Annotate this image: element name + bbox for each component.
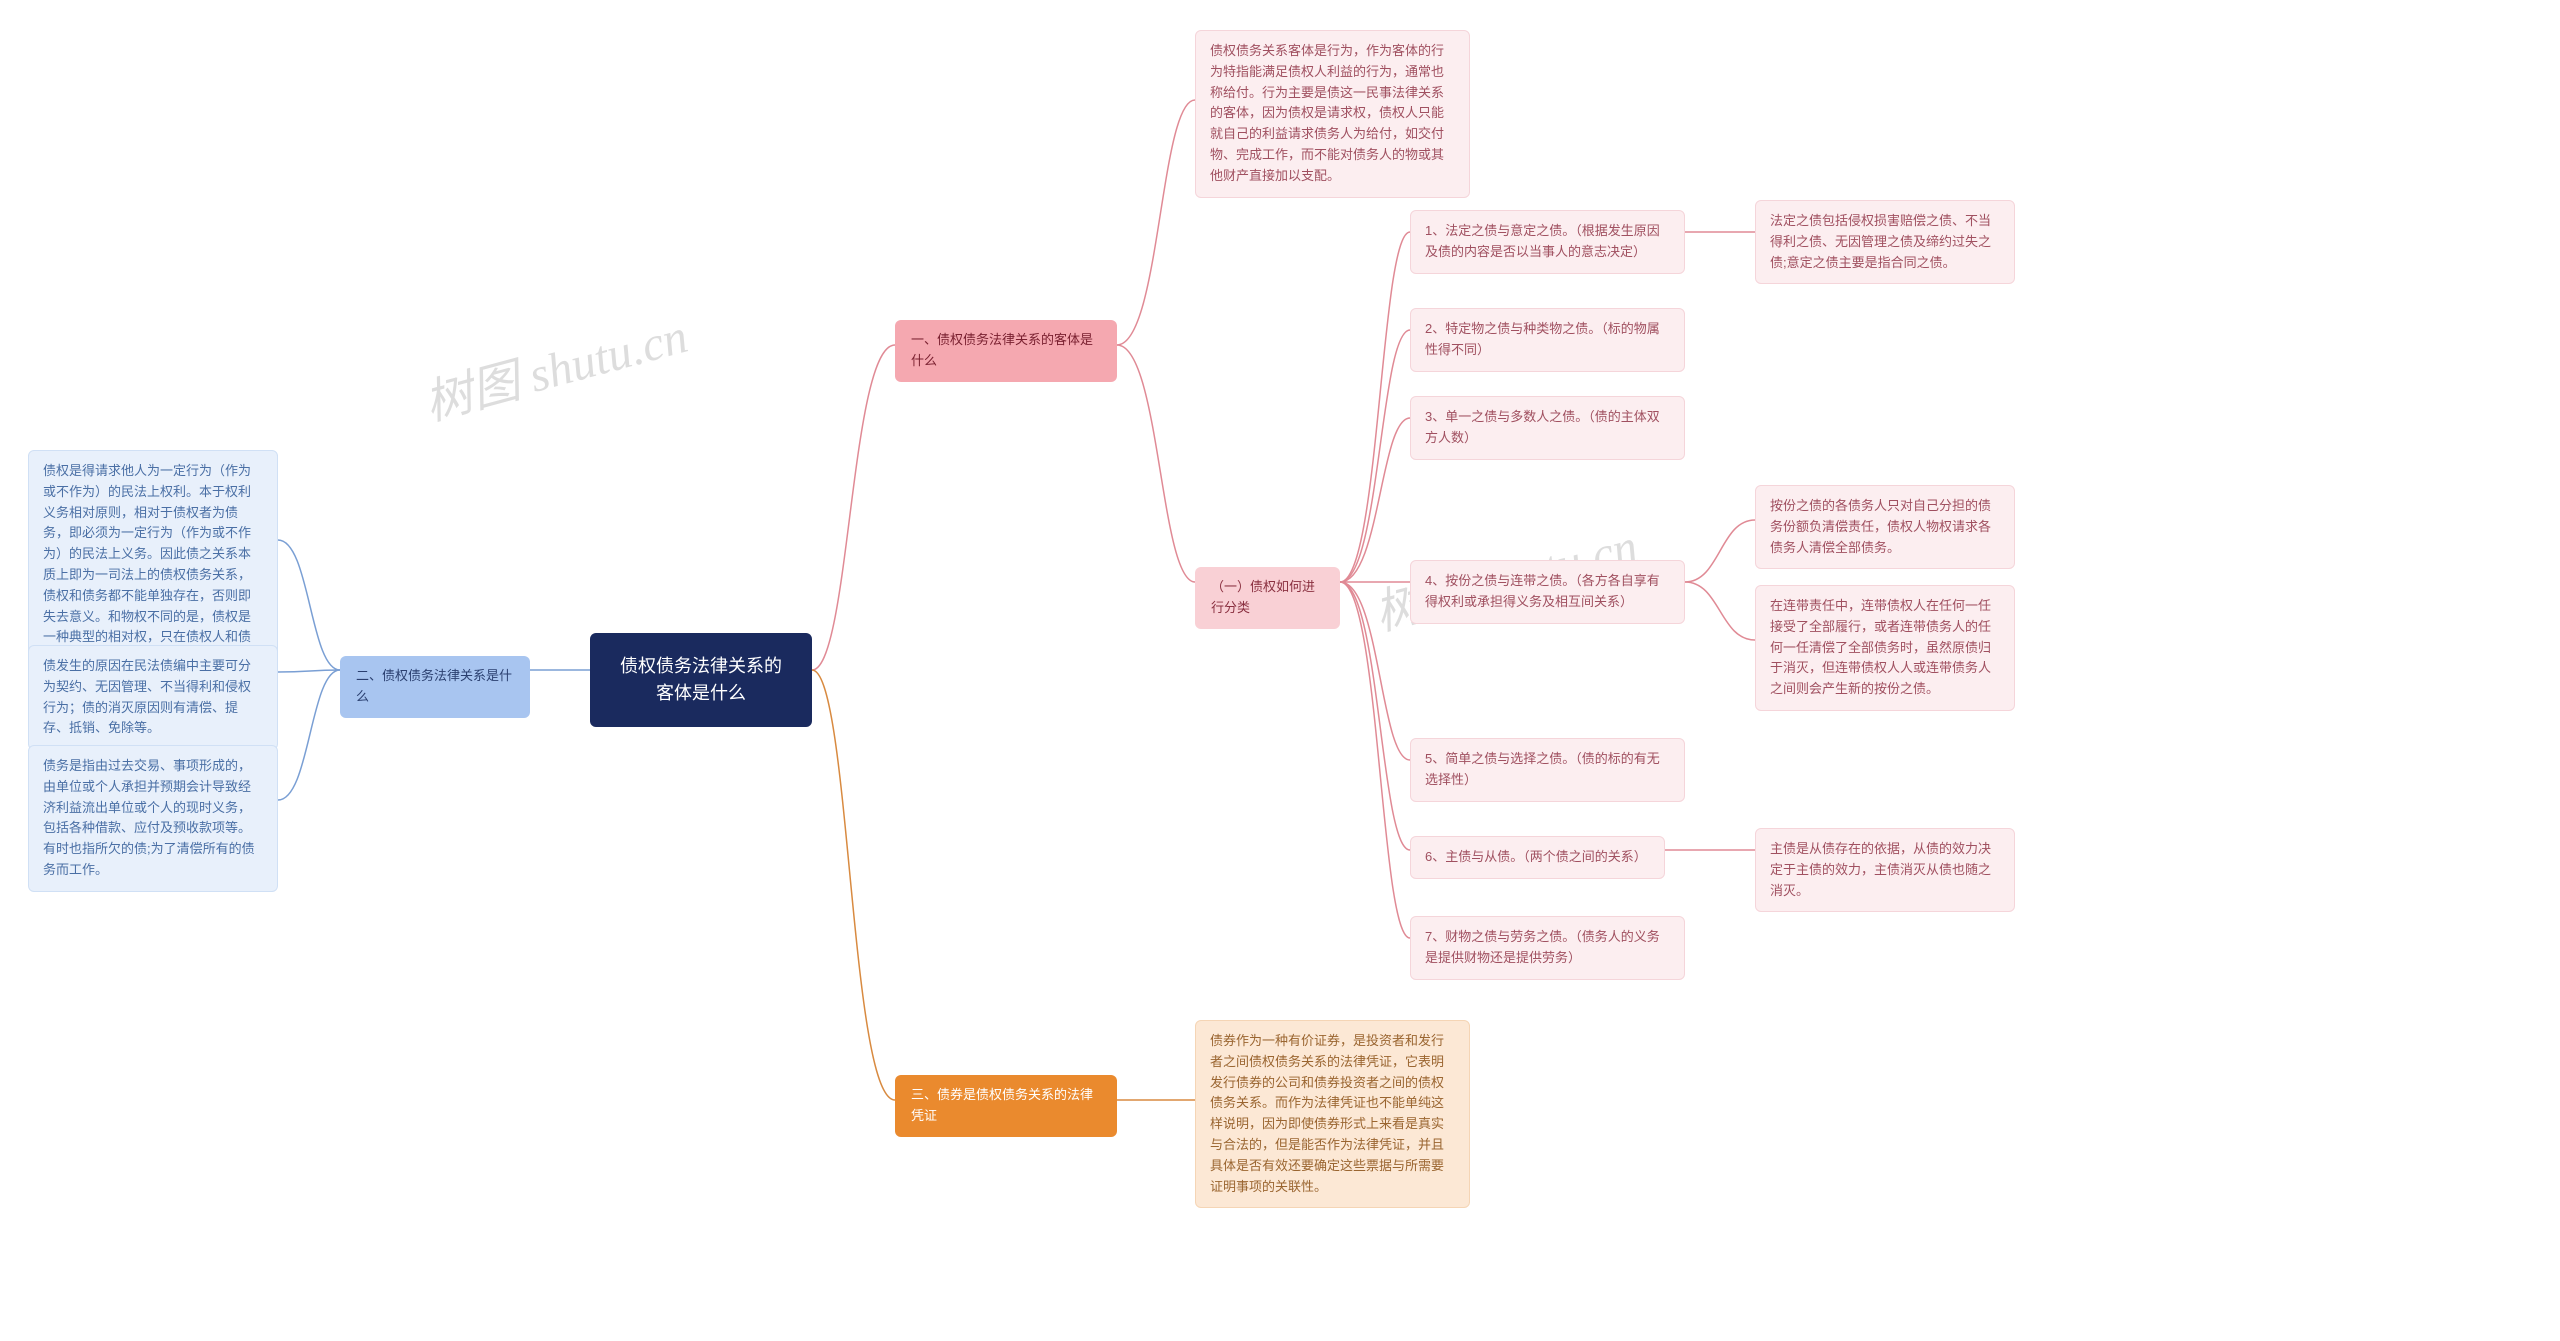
branch2-node: 二、债权债务法律关系是什么	[340, 656, 530, 718]
sub-item-1: 1、法定之债与意定之债。（根据发生原因及债的内容是否以当事人的意志决定）	[1410, 210, 1685, 274]
sub-item-5-text: 5、简单之债与选择之债。（债的标的有无选择性）	[1425, 751, 1660, 787]
sub-item-4-detail-b: 在连带责任中，连带债权人在任何一任接受了全部履行，或者连带债务人的任何一任清偿了…	[1755, 585, 2015, 711]
branch1-leaf-top-text: 债权债务关系客体是行为，作为客体的行为特指能满足债权人利益的行为，通常也称给付。…	[1210, 43, 1444, 183]
branch1-node: 一、债权债务法律关系的客体是什么	[895, 320, 1117, 382]
sub-item-1-detail-text: 法定之债包括侵权损害赔偿之债、不当得利之债、无因管理之债及缔约过失之债;意定之债…	[1770, 213, 1991, 270]
branch2-leaf3-text: 债务是指由过去交易、事项形成的，由单位或个人承担并预期会计导致经济利益流出单位或…	[43, 758, 255, 877]
watermark: 树图 shutu.cn	[416, 296, 694, 433]
sub-item-4-detail-a-text: 按份之债的各债务人只对自己分担的债务份额负清偿责任，债权人物权请求各债务人清偿全…	[1770, 498, 1991, 555]
sub-item-7: 7、财物之债与劳务之债。（债务人的义务是提供财物还是提供劳务）	[1410, 916, 1685, 980]
branch1-leaf-top: 债权债务关系客体是行为，作为客体的行为特指能满足债权人利益的行为，通常也称给付。…	[1195, 30, 1470, 198]
sub-item-5: 5、简单之债与选择之债。（债的标的有无选择性）	[1410, 738, 1685, 802]
sub-item-6-detail-text: 主债是从债存在的依据，从债的效力决定于主债的效力，主债消灭从债也随之消灭。	[1770, 841, 1991, 898]
sub-item-4-text: 4、按份之债与连带之债。（各方各自享有得权利或承担得义务及相互间关系）	[1425, 573, 1660, 609]
branch2-title: 二、债权债务法律关系是什么	[356, 668, 512, 704]
sub-item-2-text: 2、特定物之债与种类物之债。（标的物属性得不同）	[1425, 321, 1660, 357]
root-title: 债权债务法律关系的客体是什么	[620, 656, 782, 703]
branch3-leaf-text: 债券作为一种有价证券，是投资者和发行者之间债权债务关系的法律凭证，它表明发行债券…	[1210, 1033, 1444, 1194]
branch3-node: 三、债券是债权债务关系的法律凭证	[895, 1075, 1117, 1137]
sub-item-6-detail: 主债是从债存在的依据，从债的效力决定于主债的效力，主债消灭从债也随之消灭。	[1755, 828, 2015, 912]
sub-item-6-text: 6、主债与从债。（两个债之间的关系）	[1425, 849, 1647, 864]
branch1-sub-node: （一）债权如何进行分类	[1195, 567, 1340, 629]
branch1-title: 一、债权债务法律关系的客体是什么	[911, 332, 1093, 368]
sub-item-7-text: 7、财物之债与劳务之债。（债务人的义务是提供财物还是提供劳务）	[1425, 929, 1660, 965]
sub-item-1-text: 1、法定之债与意定之债。（根据发生原因及债的内容是否以当事人的意志决定）	[1425, 223, 1660, 259]
sub-item-3-text: 3、单一之债与多数人之债。（债的主体双方人数）	[1425, 409, 1660, 445]
sub-item-1-detail: 法定之债包括侵权损害赔偿之债、不当得利之债、无因管理之债及缔约过失之债;意定之债…	[1755, 200, 2015, 284]
sub-item-4-detail-a: 按份之债的各债务人只对自己分担的债务份额负清偿责任，债权人物权请求各债务人清偿全…	[1755, 485, 2015, 569]
sub-item-6: 6、主债与从债。（两个债之间的关系）	[1410, 836, 1665, 879]
branch1-sub-title: （一）债权如何进行分类	[1211, 579, 1315, 615]
sub-item-3: 3、单一之债与多数人之债。（债的主体双方人数）	[1410, 396, 1685, 460]
sub-item-4-detail-b-text: 在连带责任中，连带债权人在任何一任接受了全部履行，或者连带债务人的任何一任清偿了…	[1770, 598, 1991, 696]
branch3-title: 三、债券是债权债务关系的法律凭证	[911, 1087, 1093, 1123]
branch2-leaf3: 债务是指由过去交易、事项形成的，由单位或个人承担并预期会计导致经济利益流出单位或…	[28, 745, 278, 892]
branch2-leaf2: 债发生的原因在民法债编中主要可分为契约、无因管理、不当得利和侵权行为；债的消灭原…	[28, 645, 278, 750]
sub-item-4: 4、按份之债与连带之债。（各方各自享有得权利或承担得义务及相互间关系）	[1410, 560, 1685, 624]
root-node: 债权债务法律关系的客体是什么	[590, 633, 812, 727]
sub-item-2: 2、特定物之债与种类物之债。（标的物属性得不同）	[1410, 308, 1685, 372]
branch3-leaf: 债券作为一种有价证券，是投资者和发行者之间债权债务关系的法律凭证，它表明发行债券…	[1195, 1020, 1470, 1208]
branch2-leaf2-text: 债发生的原因在民法债编中主要可分为契约、无因管理、不当得利和侵权行为；债的消灭原…	[43, 658, 251, 735]
